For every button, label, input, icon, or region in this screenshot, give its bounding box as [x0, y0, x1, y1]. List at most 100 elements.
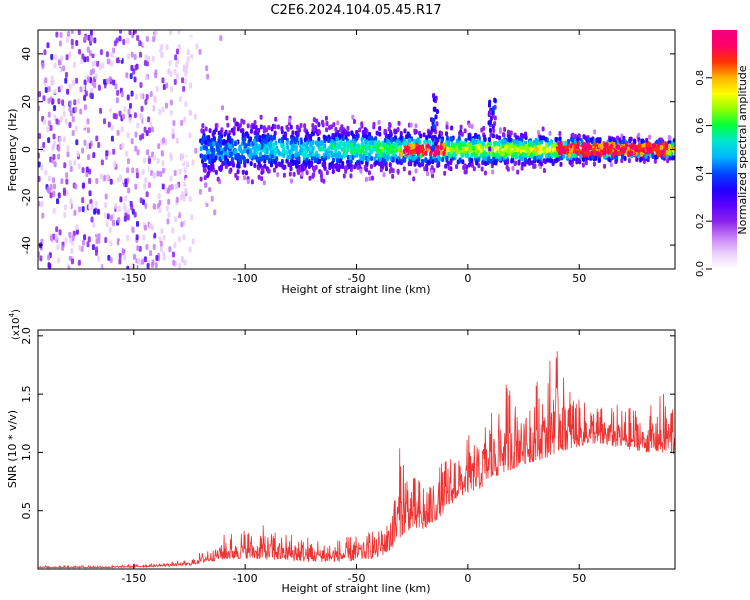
heatmap-cell: [171, 251, 175, 258]
heatmap-cell: [139, 197, 143, 204]
heatmap-cell: [331, 169, 335, 175]
heatmap-cell: [392, 144, 396, 150]
heatmap-cell: [672, 142, 675, 148]
heatmap-cell: [220, 154, 224, 160]
heatmap-cell: [65, 37, 69, 44]
heatmap-cell: [434, 114, 438, 120]
heatmap-cell: [347, 131, 351, 137]
heatmap-cell: [397, 120, 401, 126]
heatmap-cell: [323, 143, 327, 149]
heatmap-cell: [378, 126, 382, 132]
heatmap-cell: [203, 175, 207, 181]
figure-title: C2E6.2024.104.05.45.R17: [270, 3, 441, 18]
heatmap-cell: [98, 263, 102, 269]
heatmap-cell: [70, 30, 74, 35]
heatmap-cell: [69, 166, 73, 173]
heatmap-cell: [241, 128, 245, 134]
heatmap-cell: [174, 183, 178, 190]
heatmap-cell: [188, 196, 192, 203]
heatmap-cell: [154, 262, 158, 269]
heatmap-cell: [614, 154, 618, 160]
heatmap-cell: [368, 148, 372, 154]
heatmap-cell: [244, 170, 248, 176]
heatmap-cell: [432, 97, 436, 103]
heatmap-cell: [138, 245, 142, 252]
heatmap-cell: [595, 138, 599, 144]
heatmap-cell: [284, 149, 288, 155]
heatmap-cell: [66, 145, 70, 152]
heatmap-cell: [61, 244, 65, 251]
heatmap-cell: [286, 126, 290, 132]
heatmap-cell: [52, 207, 56, 214]
heatmap-cell: [472, 166, 476, 172]
heatmap-cell: [120, 91, 124, 98]
heatmap-cell: [91, 68, 95, 75]
heatmap-cell: [104, 236, 108, 243]
heatmap-cell: [393, 129, 397, 135]
heatmap-cell: [335, 158, 339, 164]
heatmap-cell: [383, 137, 387, 143]
heatmap-cell: [318, 158, 322, 164]
heatmap-cell: [523, 157, 527, 163]
heatmap-cell: [191, 200, 195, 207]
heatmap-cell: [344, 134, 348, 140]
heatmap-cell: [223, 159, 227, 165]
heatmap-cell: [177, 236, 181, 243]
heatmap-cell: [273, 130, 277, 136]
heatmap-cell: [344, 142, 348, 148]
heatmap-cell: [353, 164, 357, 170]
heatmap-cell: [158, 109, 162, 116]
heatmap-cell: [587, 137, 591, 143]
heatmap-cell: [564, 140, 568, 146]
heatmap-cell: [152, 36, 156, 43]
heatmap-cell: [444, 163, 448, 169]
heatmap-cell: [206, 171, 210, 177]
heatmap-cell: [136, 34, 140, 41]
heatmap-cell: [167, 198, 171, 205]
heatmap-cell: [668, 143, 672, 149]
heatmap-cell: [199, 205, 203, 212]
heatmap-cell: [336, 120, 340, 126]
heatmap-cell: [211, 163, 215, 169]
heatmap-cell: [491, 152, 495, 158]
heatmap-cell: [193, 113, 197, 120]
heatmap-cell: [83, 122, 87, 129]
heatmap-cell: [167, 166, 171, 173]
heatmap-cell: [215, 90, 219, 97]
heatmap-cell: [116, 129, 120, 136]
heatmap-cell: [486, 156, 490, 162]
heatmap-cell: [290, 143, 294, 149]
heatmap-cell: [366, 156, 370, 162]
heatmap-cell: [480, 127, 484, 133]
heatmap-cell: [509, 130, 513, 136]
heatmap-cell: [170, 183, 174, 190]
heatmap-cell: [668, 155, 672, 161]
heatmap-cell: [142, 40, 146, 47]
heatmap-cell: [94, 200, 98, 207]
heatmap-cell: [66, 151, 70, 158]
heatmap-cell: [624, 141, 628, 147]
heatmap-cell: [534, 150, 538, 156]
heatmap-cell: [220, 150, 224, 156]
heatmap-cell: [87, 249, 91, 256]
heatmap-cell: [164, 63, 168, 70]
heatmap-cell: [372, 121, 376, 127]
heatmap-cell: [592, 142, 596, 148]
heatmap-cell: [192, 47, 196, 54]
heatmap-cell: [47, 262, 51, 269]
heatmap-cell: [95, 135, 99, 142]
heatmap-cell: [445, 155, 449, 161]
heatmap-cell: [217, 76, 221, 83]
heatmap-cell: [425, 135, 429, 141]
heatmap-cell: [169, 30, 173, 36]
heatmap-cell: [519, 145, 523, 151]
heatmap-cell: [62, 187, 66, 194]
heatmap-cell: [201, 135, 205, 141]
heatmap-cell: [386, 154, 390, 160]
heatmap-cell: [123, 106, 127, 113]
heatmap-cell: [152, 243, 156, 250]
heatmap-cell: [200, 229, 204, 236]
heatmap-cell: [90, 216, 94, 223]
heatmap-cell: [62, 110, 66, 117]
heatmap-cell: [320, 155, 324, 161]
